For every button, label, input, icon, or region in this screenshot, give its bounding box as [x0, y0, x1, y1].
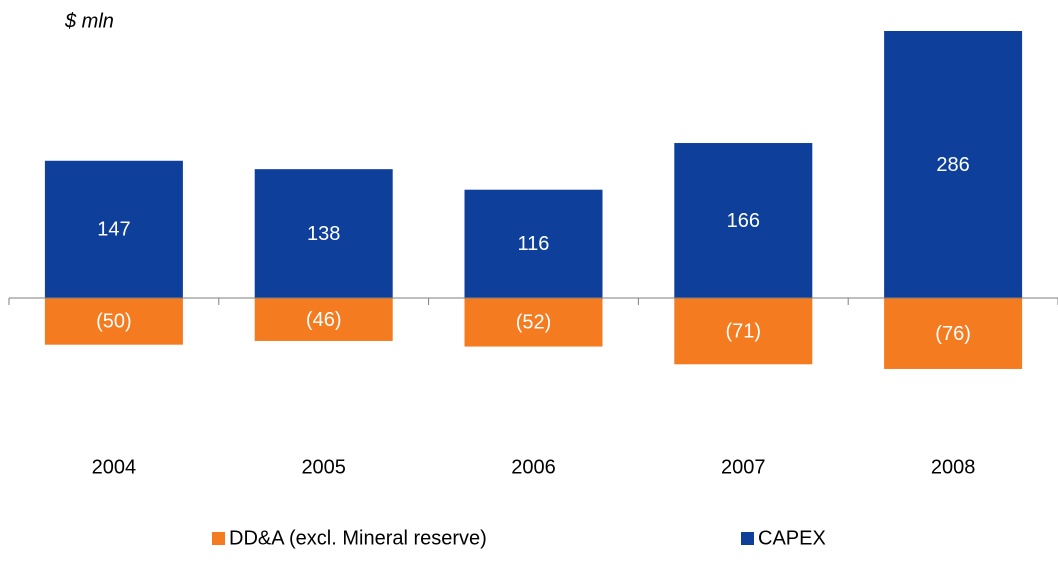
bar: [254, 169, 393, 298]
bar: [44, 160, 183, 298]
bar: [464, 298, 603, 347]
legend-swatch: [212, 532, 225, 545]
legend-label: CAPEX: [758, 527, 826, 549]
data-label: 147: [97, 219, 130, 241]
data-label: 116: [518, 233, 550, 255]
data-label: (71): [726, 320, 762, 342]
bar: [884, 31, 1023, 298]
x-tick-label: 2007: [721, 456, 766, 478]
bar: [464, 189, 603, 298]
data-label: (76): [935, 323, 971, 345]
bar: [674, 143, 813, 298]
legend-label: DD&A (excl. Mineral reserve): [229, 527, 487, 549]
x-tick-label: 2006: [511, 456, 556, 478]
bar: [884, 298, 1023, 369]
axis-unit-label: $ mln: [64, 10, 114, 32]
x-tick-label: 2008: [931, 456, 976, 478]
bar: [674, 298, 813, 365]
data-label: 166: [727, 210, 760, 232]
data-label: (50): [96, 311, 132, 333]
x-tick-label: 2004: [92, 456, 137, 478]
bar: [44, 298, 183, 345]
legend-swatch: [741, 532, 754, 545]
data-label: 138: [307, 223, 340, 245]
x-tick-label: 2005: [301, 456, 346, 478]
data-label: (52): [516, 312, 552, 334]
data-label: (46): [306, 309, 342, 331]
data-label: 286: [936, 154, 969, 176]
bar: [254, 298, 393, 341]
